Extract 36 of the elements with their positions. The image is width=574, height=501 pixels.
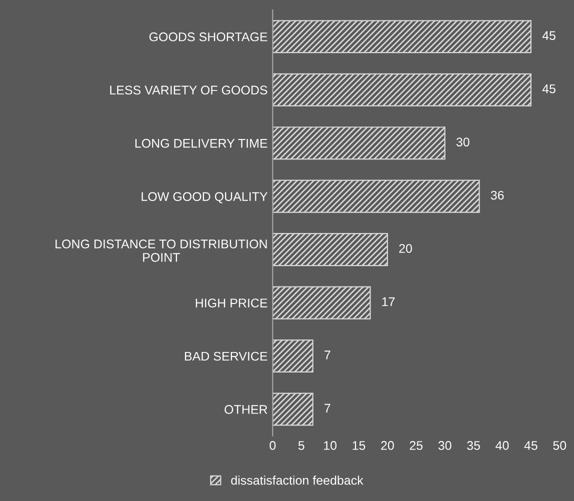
x-tick-label: 20: [381, 441, 394, 450]
legend-label: dissatisfaction feedback: [231, 476, 364, 485]
y-tick-label: HIGH PRICE: [196, 298, 268, 308]
bar: [272, 233, 388, 266]
y-tick-label: BAD SERVICE: [184, 352, 268, 361]
bar: [272, 340, 314, 373]
bar: [272, 126, 446, 160]
data-label: 7: [324, 350, 330, 360]
bar: [272, 286, 371, 320]
x-tick-label: 30: [438, 441, 452, 450]
x-tick-label: 45: [524, 441, 538, 450]
data-label: 20: [399, 244, 412, 253]
y-tick-label: GOODS SHORTAGE: [149, 32, 268, 42]
data-label: 45: [542, 84, 556, 94]
x-tick-label: 40: [496, 441, 509, 450]
y-tick-label: LONG DELIVERY TIME: [135, 138, 268, 148]
x-tick-label: 25: [410, 441, 423, 450]
data-label: 17: [382, 297, 395, 306]
bar: [272, 180, 480, 213]
x-tick-label: 10: [324, 441, 337, 450]
x-tick-label: 35: [467, 441, 480, 450]
x-tick-label: 15: [352, 441, 366, 450]
y-tick-label: OTHER: [224, 405, 268, 414]
data-label: 7: [324, 404, 330, 412]
data-label: 45: [542, 31, 556, 40]
x-tick-label: 0: [270, 441, 276, 450]
y-tick-label: LESS VARIETY OF GOODS: [110, 86, 268, 95]
y-tick-label: LOW GOOD QUALITY: [142, 192, 268, 204]
x-tick-label: 5: [298, 441, 304, 450]
bar: [272, 73, 532, 106]
bar: [272, 20, 532, 54]
data-label: 30: [456, 138, 470, 146]
y-tick-label: LONG DISTANCE TO DISTRIBUTION POINT: [56, 240, 267, 262]
x-tick-label: 50: [553, 441, 566, 450]
data-label: 36: [490, 190, 504, 200]
bar: [272, 392, 314, 426]
